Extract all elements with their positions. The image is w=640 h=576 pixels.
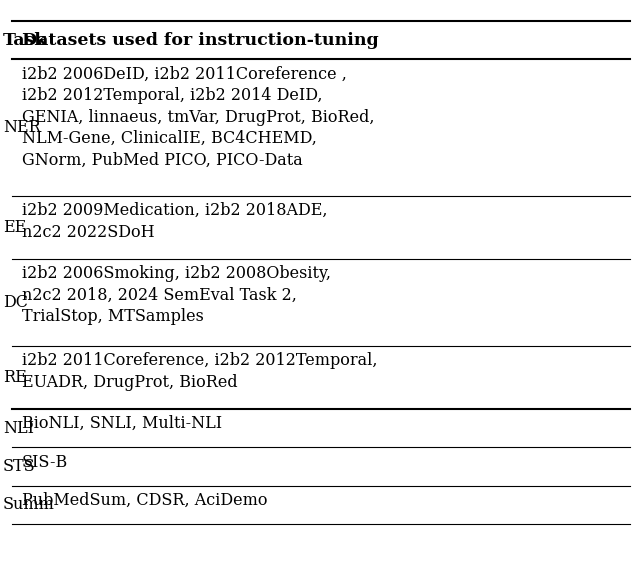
Text: SIS-B: SIS-B xyxy=(22,453,68,471)
Text: Datasets used for instruction-tuning: Datasets used for instruction-tuning xyxy=(22,32,379,48)
Text: i2b2 2011Coreference, i2b2 2012Temporal,
EUADR, DrugProt, BioRed: i2b2 2011Coreference, i2b2 2012Temporal,… xyxy=(22,353,378,391)
Text: i2b2 2006Smoking, i2b2 2008Obesity,
n2c2 2018, 2024 SemEval Task 2,
TrialStop, M: i2b2 2006Smoking, i2b2 2008Obesity, n2c2… xyxy=(22,265,331,325)
Text: DC: DC xyxy=(3,294,28,311)
Text: Task: Task xyxy=(3,32,47,48)
Text: NER: NER xyxy=(3,119,41,136)
Text: BioNLI, SNLI, Multi-NLI: BioNLI, SNLI, Multi-NLI xyxy=(22,415,222,432)
Text: EE: EE xyxy=(3,219,26,236)
Text: PubMedSum, CDSR, AciDemo: PubMedSum, CDSR, AciDemo xyxy=(22,492,268,509)
Text: i2b2 2009Medication, i2b2 2018ADE,
n2c2 2022SDoH: i2b2 2009Medication, i2b2 2018ADE, n2c2 … xyxy=(22,202,328,241)
Text: NLI: NLI xyxy=(3,420,34,437)
Text: Summ: Summ xyxy=(3,497,55,513)
Text: RE: RE xyxy=(3,369,27,386)
Text: STS: STS xyxy=(3,458,36,475)
Text: i2b2 2006DeID, i2b2 2011Coreference ,
i2b2 2012Temporal, i2b2 2014 DeID,
GENIA, : i2b2 2006DeID, i2b2 2011Coreference , i2… xyxy=(22,66,374,169)
